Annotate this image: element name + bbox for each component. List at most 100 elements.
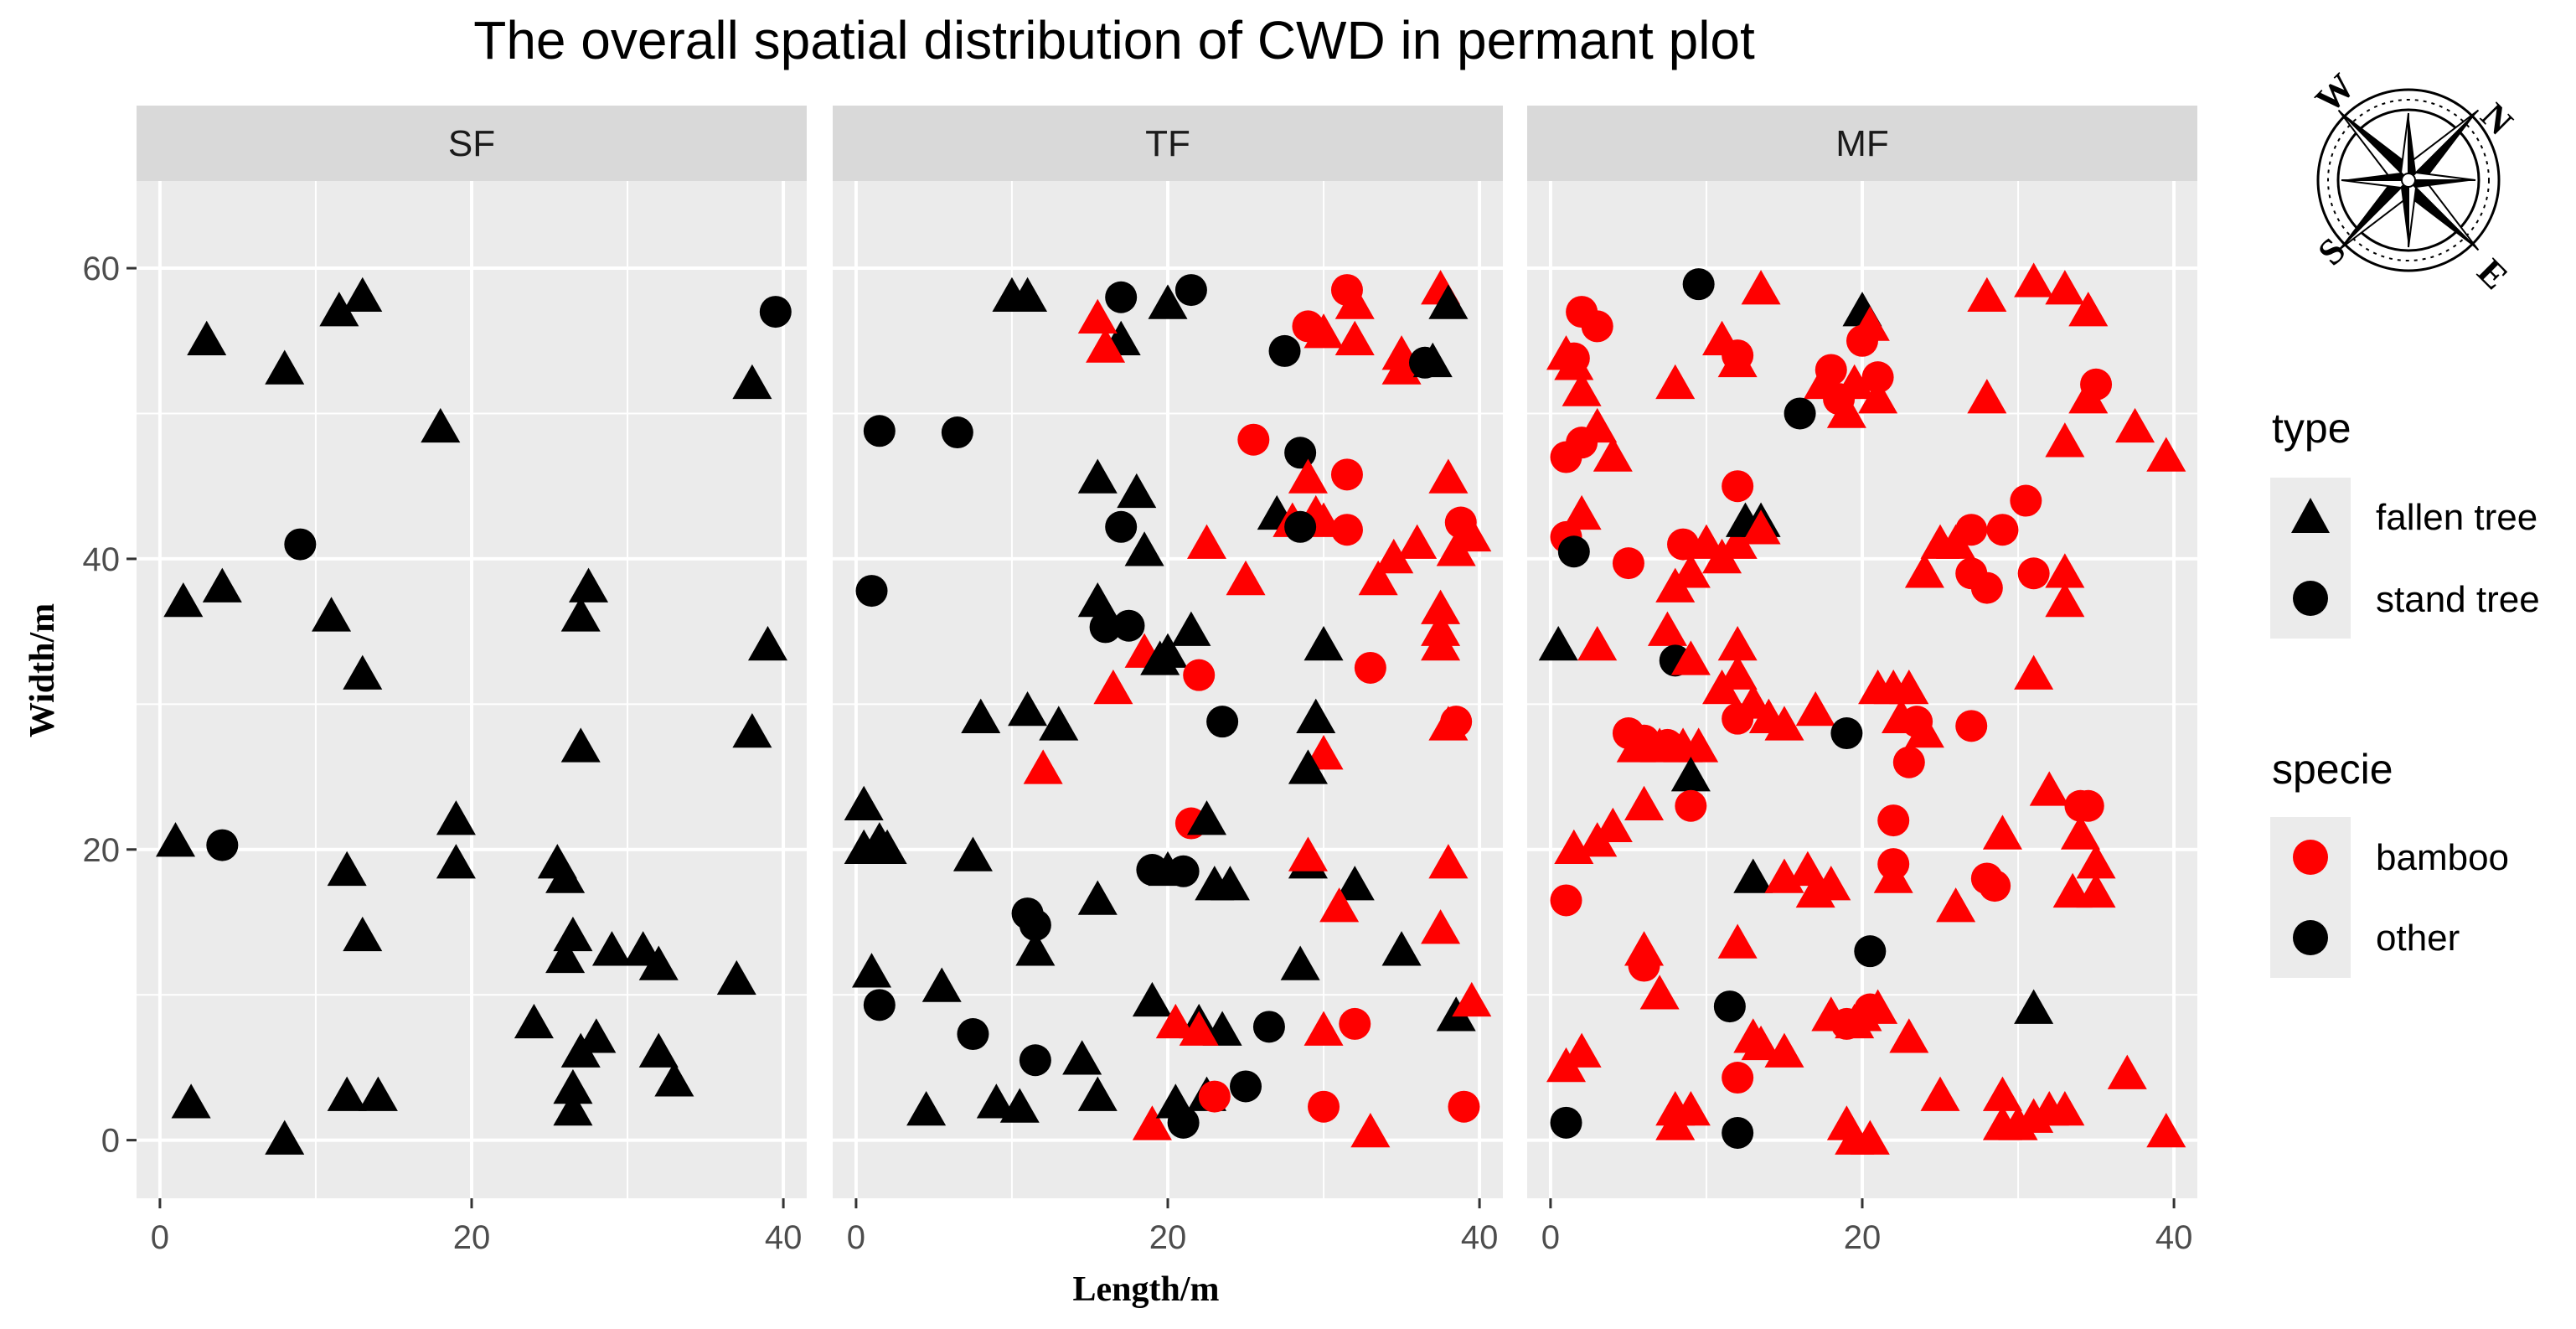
point-fallen-other (1077, 1076, 1118, 1111)
point-stand-other (1284, 437, 1317, 469)
point-fallen-bamboo (2045, 582, 2085, 618)
point-stand-bamboo (1330, 514, 1363, 546)
point-fallen-bamboo (1077, 298, 1118, 334)
point-fallen-bamboo (1577, 625, 1618, 661)
y-axis-ticks: 0 20 40 60 (83, 251, 137, 1160)
x-tick-label: 20 (1149, 1219, 1187, 1256)
point-fallen-bamboo (1655, 364, 1696, 400)
point-fallen-other (327, 851, 367, 887)
point-stand-bamboo (2010, 484, 2042, 517)
point-fallen-bamboo (1562, 494, 1602, 530)
x-tick-label: 40 (1461, 1219, 1499, 1256)
point-fallen-bamboo (1624, 785, 1665, 821)
point-stand-other (1167, 1106, 1200, 1139)
point-fallen-bamboo (1764, 1032, 1804, 1068)
point-fallen-bamboo (1889, 670, 1929, 705)
legend-specie-title: specie (2272, 746, 2393, 793)
point-stand-bamboo (1861, 361, 1894, 394)
point-fallen-bamboo (1717, 923, 1758, 959)
point-fallen-bamboo (1670, 640, 1711, 675)
point-fallen-bamboo (2146, 437, 2186, 472)
point-stand-other (1230, 1070, 1262, 1103)
point-fallen-other (545, 938, 586, 974)
point-stand-other (1252, 1011, 1285, 1043)
point-fallen-bamboo (2146, 1112, 2186, 1148)
point-fallen-bamboo (1850, 1120, 1890, 1155)
point-stand-bamboo (1986, 514, 2019, 546)
point-stand-bamboo (1970, 571, 2003, 604)
point-fallen-other (343, 277, 383, 313)
point-fallen-bamboo (2029, 771, 2069, 806)
panel-mf: MF 0 20 40 (1527, 106, 2197, 1256)
point-stand-other (1784, 397, 1816, 430)
point-stand-other (1167, 855, 1200, 887)
point-fallen-other (732, 713, 772, 748)
point-fallen-other (1288, 749, 1328, 784)
point-fallen-bamboo (1826, 393, 1866, 428)
point-fallen-bamboo (1452, 516, 1492, 552)
point-fallen-bamboo (2107, 1054, 2147, 1089)
point-stand-bamboo (1183, 659, 1216, 691)
point-fallen-bamboo (1741, 509, 1781, 545)
point-stand-bamboo (1815, 354, 1847, 386)
point-stand-bamboo (1237, 423, 1270, 456)
point-fallen-bamboo (1428, 844, 1469, 879)
point-fallen-other (1132, 981, 1172, 1017)
point-fallen-bamboo (1381, 349, 1422, 385)
point-stand-other (1105, 281, 1138, 313)
point-stand-bamboo (1628, 949, 1660, 982)
point-stand-other (1206, 706, 1239, 738)
point-fallen-bamboo (1397, 524, 1438, 559)
point-fallen-other (1296, 698, 1336, 733)
point-fallen-other (1733, 858, 1773, 893)
point-fallen-other (202, 567, 242, 602)
point-fallen-bamboo (1717, 625, 1758, 661)
point-stand-bamboo (1308, 1090, 1340, 1123)
point-fallen-other (560, 597, 601, 632)
point-fallen-bamboo (2076, 872, 2116, 908)
point-stand-other (1019, 1044, 1051, 1077)
point-fallen-bamboo (1288, 836, 1328, 871)
point-fallen-other (560, 1032, 601, 1068)
point-fallen-bamboo (1358, 560, 1398, 596)
point-fallen-other (2014, 989, 2054, 1024)
panels: SF 0 20 40 TF 0 20 40 MF 0 20 40 (137, 106, 2197, 1256)
point-stand-other (1713, 990, 1746, 1023)
point-stand-bamboo (2080, 368, 2113, 401)
point-stand-bamboo (1877, 804, 1910, 837)
point-fallen-bamboo (1717, 654, 1758, 690)
point-fallen-other (1538, 625, 1578, 661)
point-fallen-other (265, 1120, 305, 1155)
point-fallen-bamboo (2115, 407, 2155, 443)
point-stand-other (1722, 1116, 1754, 1149)
point-fallen-other (1039, 706, 1079, 741)
point-fallen-bamboo (1858, 989, 1898, 1024)
facet-label: TF (1145, 123, 1190, 164)
compass-rose-icon: W N S E (2307, 65, 2521, 297)
point-fallen-other (312, 597, 352, 632)
point-fallen-bamboo (1835, 364, 1875, 400)
point-fallen-other (545, 858, 586, 893)
x-tick-label: 0 (151, 1219, 169, 1256)
facet-label: MF (1835, 123, 1889, 164)
point-stand-other (1019, 908, 1051, 941)
point-fallen-other (906, 1090, 947, 1126)
point-fallen-bamboo (1873, 858, 1913, 893)
point-stand-bamboo (1612, 547, 1644, 580)
point-fallen-bamboo (2068, 292, 2109, 327)
point-stand-other (863, 415, 896, 447)
point-fallen-bamboo (1093, 670, 1133, 705)
legend: type fallen tree stand tree specie bambo… (2270, 405, 2540, 978)
x-axis-label: Length/m (1072, 1270, 1219, 1309)
point-stand-other (1854, 935, 1887, 968)
facet-strip (137, 106, 807, 181)
point-fallen-bamboo (1920, 1076, 1960, 1111)
point-fallen-bamboo (1226, 560, 1266, 596)
point-fallen-other (1186, 800, 1227, 835)
point-fallen-bamboo (1186, 524, 1227, 559)
point-stand-other (1284, 510, 1317, 543)
point-fallen-other (1077, 582, 1118, 618)
point-stand-other (1105, 510, 1138, 543)
point-fallen-other (976, 1083, 1016, 1119)
